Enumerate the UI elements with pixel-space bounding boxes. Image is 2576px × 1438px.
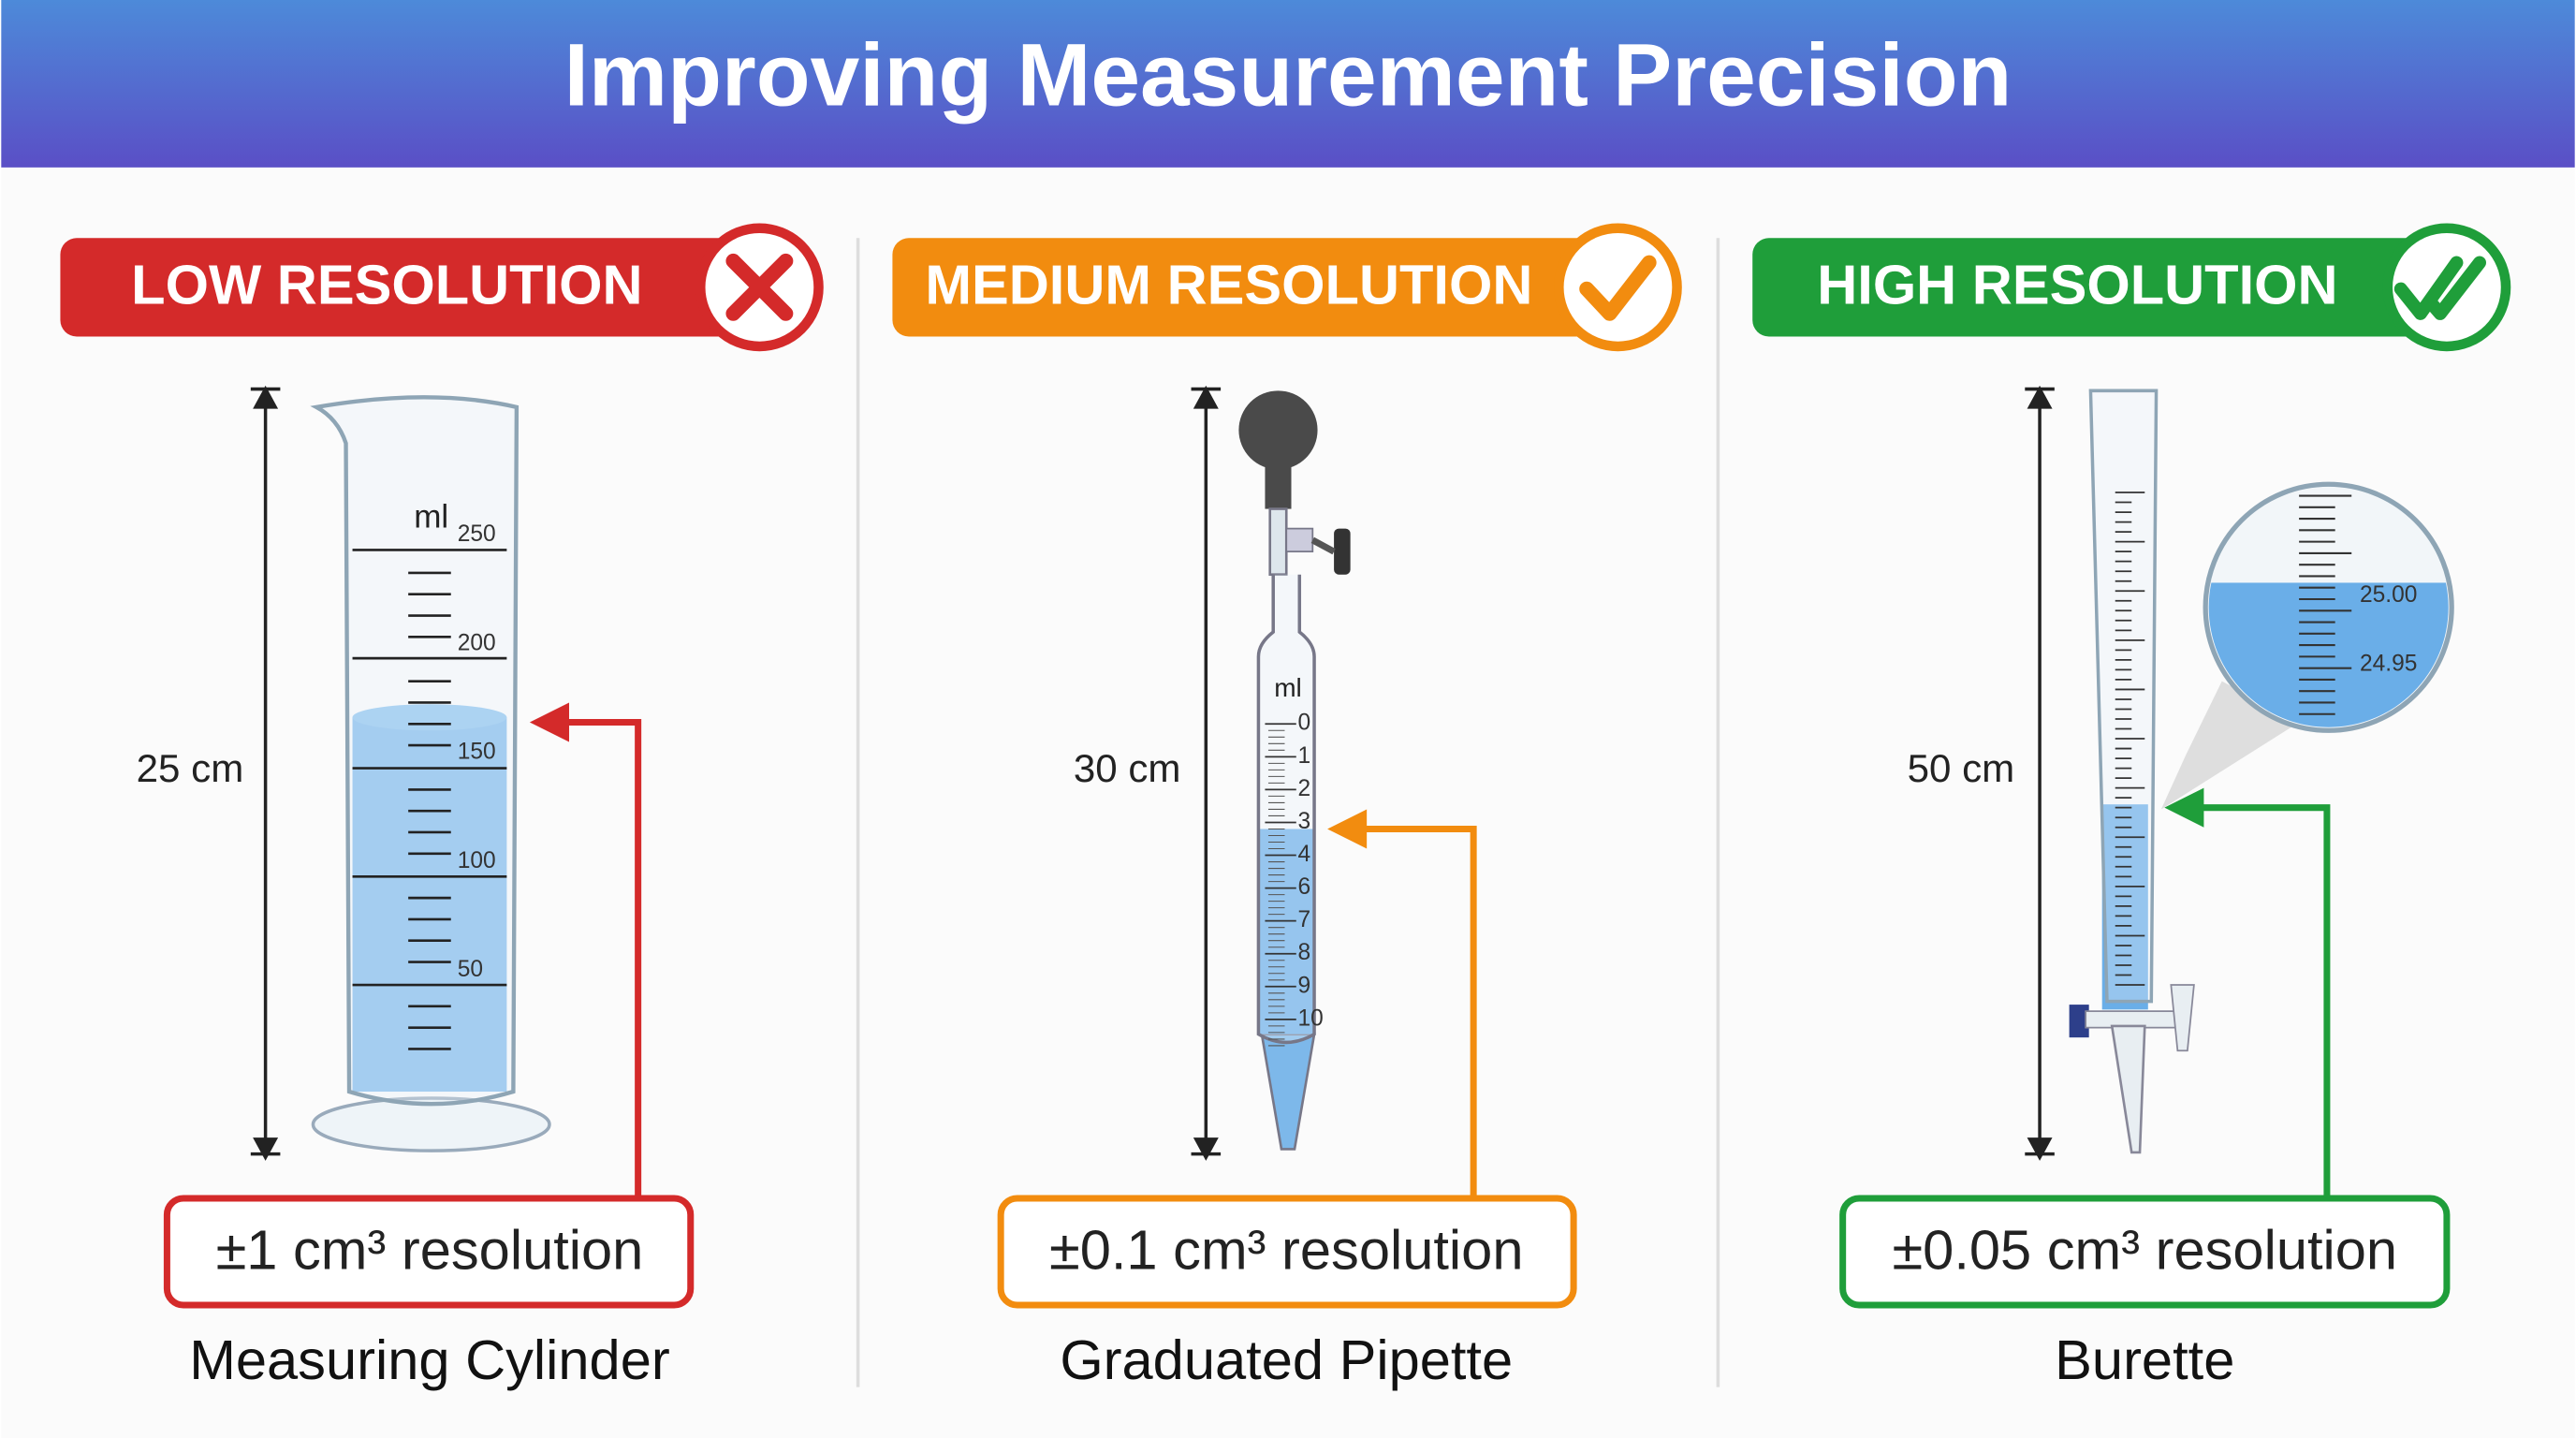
resolution-box <box>1839 1195 2451 1309</box>
scale-label: 9 <box>1298 973 1311 998</box>
resolution: ±0.1 cm³ resolution <box>1049 1218 1523 1281</box>
scale-label: 2 <box>1298 776 1311 801</box>
measuring-cylinder: ml <box>310 395 551 1152</box>
scale-label: 10 <box>1298 1005 1324 1031</box>
burette <box>2069 389 2454 1154</box>
scale-label: 250 <box>458 521 496 547</box>
pipette-scale: 0 1 2 3 4 6 7 8 9 10 <box>1265 711 1324 1047</box>
resolution: ±0.05 cm³ resolution <box>1892 1218 2397 1281</box>
resolution-box <box>997 1195 1577 1309</box>
length-label: 30 cm <box>1074 746 1181 790</box>
header <box>1 0 2575 168</box>
badge-label: HIGH RESOLUTION <box>1817 253 2337 315</box>
resolution: ±1 cm³ resolution <box>216 1218 644 1281</box>
badge-label: LOW RESOLUTION <box>131 253 642 315</box>
magnifier-label: 24.95 <box>2360 652 2417 677</box>
scale-label: 8 <box>1298 940 1311 965</box>
pointer-head <box>1327 809 1368 849</box>
double-check <box>2393 256 2486 320</box>
scale-label: 3 <box>1298 809 1311 834</box>
pointer-head <box>2164 787 2204 828</box>
badge <box>892 238 1615 337</box>
cylinder-scale: 250 200 150 100 50 <box>458 521 496 982</box>
scale-label: 200 <box>458 630 496 655</box>
badge-icon <box>1554 223 1682 352</box>
length-label: 25 cm <box>137 746 244 790</box>
scale-label: 1 <box>1298 743 1311 769</box>
unit-label: ml <box>1274 673 1302 702</box>
graduated-pipette: ml <box>1238 390 1351 1151</box>
cross <box>725 253 794 321</box>
scale-label: 50 <box>458 957 483 982</box>
badge <box>1752 238 2451 337</box>
scale-label: 100 <box>458 848 496 873</box>
instrument-name: Measuring Cylinder <box>189 1328 670 1391</box>
scale-label: 150 <box>458 740 496 765</box>
pointer <box>559 719 642 1198</box>
scale-label: 7 <box>1298 907 1311 932</box>
length-label: 50 cm <box>1908 746 2015 790</box>
scale-label: 0 <box>1298 711 1311 736</box>
scale-label: 4 <box>1298 842 1311 867</box>
check <box>1579 255 1657 321</box>
pointer-head <box>529 702 569 742</box>
resolution-box <box>163 1195 695 1309</box>
unit-label: ml <box>414 498 448 535</box>
instrument-name: Graduated Pipette <box>1060 1328 1513 1391</box>
title: Improving Measurement Precision <box>564 26 2012 125</box>
pointer <box>2193 804 2331 1198</box>
height-arrows <box>250 385 2055 1161</box>
badge-label: MEDIUM RESOLUTION <box>925 253 1532 315</box>
magnifier-label: 25.00 <box>2360 582 2417 608</box>
scale-label: 6 <box>1298 874 1311 900</box>
badge <box>60 238 783 337</box>
instrument-name: Burette <box>2055 1328 2234 1391</box>
pointer <box>1356 825 1477 1198</box>
